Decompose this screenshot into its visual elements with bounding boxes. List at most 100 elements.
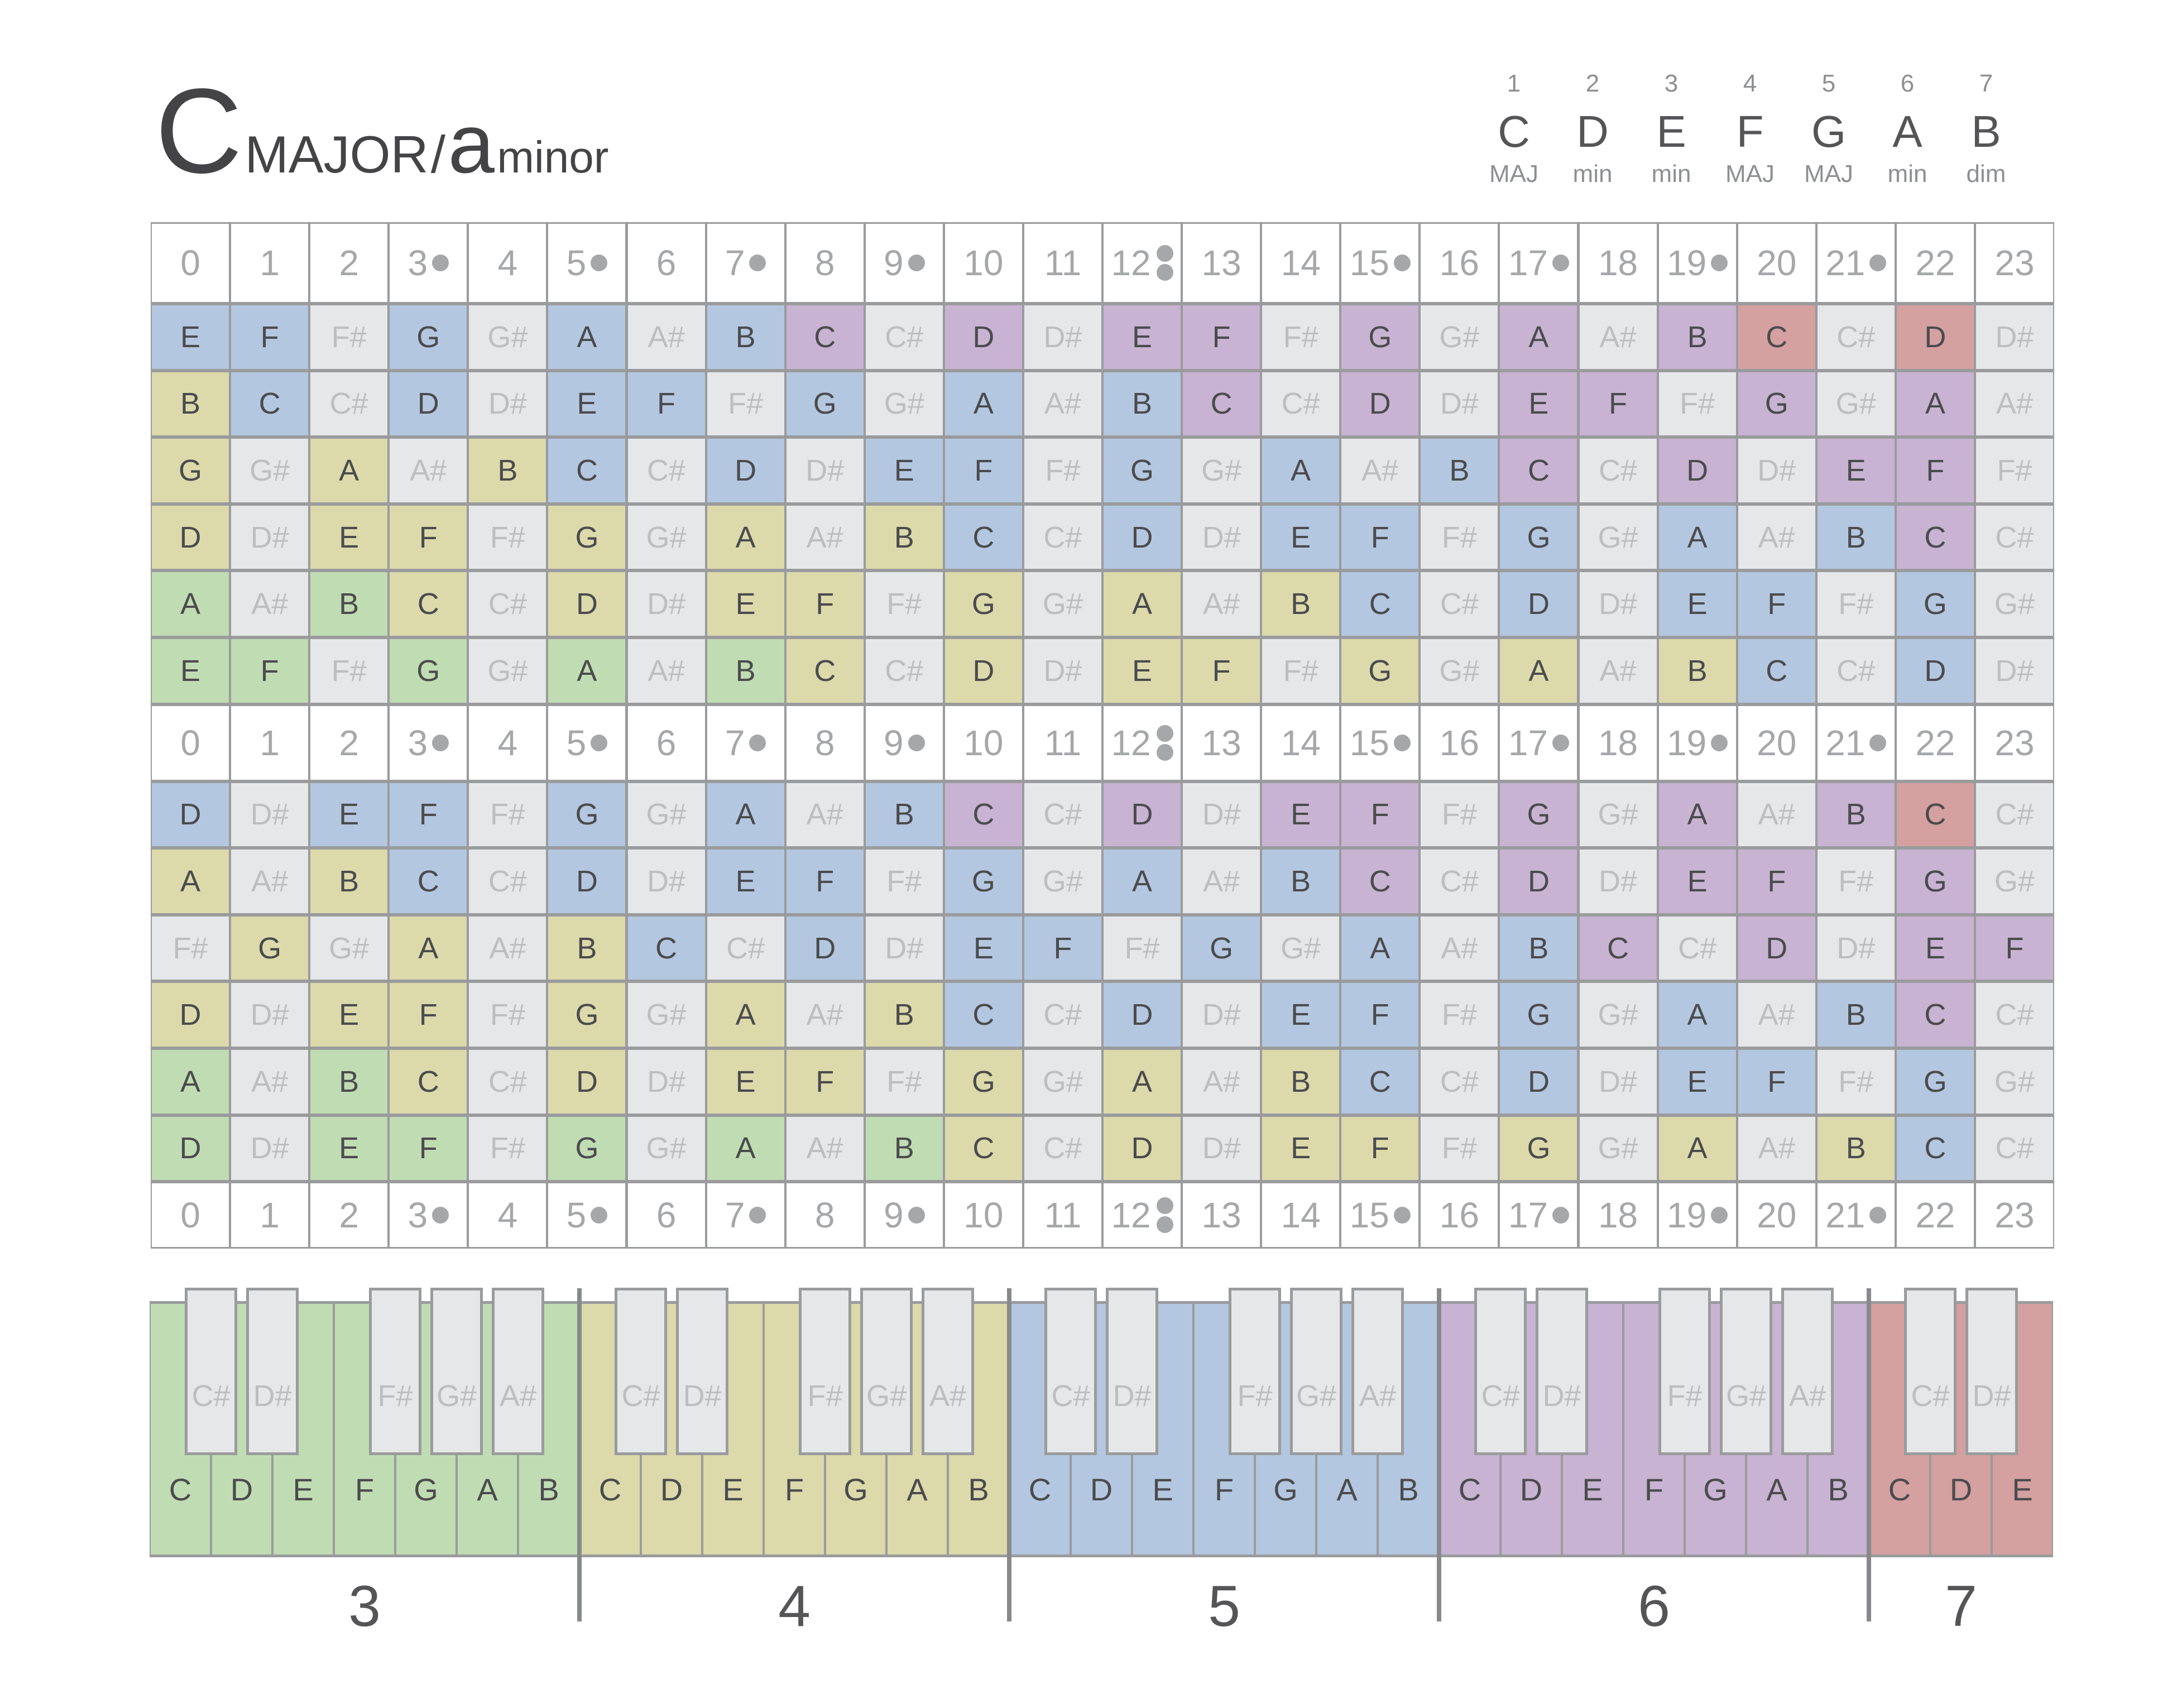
fret-number: 16: [1439, 243, 1479, 283]
black-key[interactable]: C#: [1474, 1288, 1527, 1455]
fret-number-cell: 13: [1183, 224, 1260, 302]
black-key[interactable]: A#: [1781, 1288, 1834, 1455]
note-cell: B: [1104, 372, 1181, 436]
note-cell: A: [1104, 572, 1181, 636]
black-key[interactable]: C#: [1044, 1288, 1097, 1455]
note-cell: D: [152, 983, 229, 1047]
black-key[interactable]: G#: [1720, 1288, 1772, 1455]
note-cell: E: [707, 572, 784, 636]
note-cell: G: [1500, 983, 1577, 1047]
black-key[interactable]: C#: [1904, 1288, 1957, 1455]
title-separator: /: [430, 125, 446, 184]
black-key[interactable]: D#: [676, 1288, 728, 1455]
black-key[interactable]: G#: [860, 1288, 913, 1455]
note-cell: C#: [310, 372, 388, 436]
black-key[interactable]: F#: [1658, 1288, 1711, 1455]
fret-number: 17: [1508, 722, 1548, 763]
fret-number: 15: [1349, 722, 1389, 763]
note-cell: C: [1341, 572, 1419, 636]
minor-label: minor: [497, 132, 609, 182]
black-key[interactable]: D#: [1536, 1288, 1588, 1455]
black-key[interactable]: A#: [1351, 1288, 1404, 1455]
fret-number-cell: 11: [1024, 706, 1101, 780]
black-key[interactable]: G#: [430, 1288, 483, 1455]
note-cell: A: [1658, 783, 1736, 847]
key-title: C MAJOR / a minor: [155, 70, 608, 191]
black-key[interactable]: F#: [1229, 1288, 1281, 1455]
note-cell: F#: [1421, 783, 1498, 847]
note-cell: C#: [1262, 372, 1340, 436]
fret-number: 13: [1201, 1195, 1241, 1236]
note-cell: C#: [1975, 505, 2053, 569]
note-cell: F#: [1421, 1116, 1498, 1181]
note-cell: C: [627, 916, 705, 980]
note-cell: D#: [1183, 983, 1260, 1047]
note-cell: D#: [1421, 372, 1498, 436]
minor-key: a: [448, 97, 495, 190]
fret-number-cell: 11: [1024, 224, 1101, 302]
note-cell: B: [1262, 572, 1340, 636]
note-cell: F#: [1104, 916, 1181, 980]
fret-marker-dot-icon: [1156, 1197, 1173, 1215]
black-key[interactable]: A#: [922, 1288, 974, 1455]
note-cell: A#: [1183, 1050, 1260, 1114]
fret-number-cell: 22: [1896, 706, 1974, 780]
note-cell: A#: [786, 783, 864, 847]
note-cell: A#: [786, 1116, 864, 1181]
note-cell: F#: [707, 372, 784, 436]
note-cell: C: [944, 1116, 1022, 1181]
note-cell: B: [1817, 783, 1895, 847]
fret-number: 21: [1825, 722, 1866, 763]
black-key[interactable]: D#: [1106, 1288, 1158, 1455]
note-cell: B: [310, 1050, 388, 1114]
fret-number-cell: 5: [548, 706, 626, 780]
fret-number: 12: [1111, 243, 1151, 283]
note-cell: C#: [1975, 983, 2053, 1047]
black-key[interactable]: F#: [799, 1288, 851, 1455]
fret-number-cell: 7: [707, 224, 784, 302]
black-key[interactable]: D#: [1965, 1288, 2018, 1455]
fret-number-cell: 21: [1817, 1183, 1895, 1247]
fret-marker-dot-icon: [1393, 1207, 1411, 1224]
fret-number-cell: 6: [627, 1183, 705, 1247]
note-cell: E: [1817, 439, 1895, 502]
fret-number-cell: 23: [1975, 706, 2053, 780]
note-cell: D#: [1024, 639, 1101, 703]
note-cell: D: [152, 1116, 229, 1181]
fret-number: 7: [725, 1195, 745, 1236]
note-cell: A#: [786, 505, 864, 569]
note-cell: A#: [1341, 439, 1419, 502]
fret-number: 1: [260, 1195, 280, 1236]
fret-marker-dot-icon: [1393, 255, 1411, 271]
fret-number: 2: [339, 243, 359, 283]
fret-number-cell: 6: [627, 706, 705, 780]
black-key[interactable]: D#: [246, 1288, 299, 1455]
fret-number-cell: 14: [1262, 706, 1340, 780]
note-cell: B: [707, 305, 784, 369]
note-cell: E: [1104, 639, 1181, 703]
fret-number-cell: 1: [231, 1183, 309, 1247]
black-key[interactable]: F#: [369, 1288, 421, 1455]
black-key[interactable]: C#: [615, 1288, 667, 1455]
note-cell: F: [1183, 639, 1260, 703]
fret-marker-dot-icon: [432, 1207, 449, 1224]
fret-number-cell: 15: [1341, 224, 1419, 302]
note-cell: G: [548, 1116, 626, 1181]
fret-number: 9: [883, 1195, 904, 1236]
note-cell: A: [1658, 983, 1736, 1047]
note-cell: D#: [469, 372, 546, 436]
black-key[interactable]: A#: [492, 1288, 544, 1455]
note-cell: D#: [1183, 1116, 1260, 1181]
note-cell: C#: [1975, 1116, 2053, 1181]
note-cell: C#: [1421, 572, 1498, 636]
note-cell: C: [1896, 983, 1974, 1047]
note-cell: D#: [1975, 639, 2053, 703]
black-key[interactable]: C#: [185, 1288, 237, 1455]
black-key[interactable]: G#: [1290, 1288, 1342, 1455]
fret-number: 14: [1281, 722, 1321, 763]
note-cell: C: [1896, 1116, 1974, 1181]
note-cell: B: [1500, 916, 1577, 980]
note-cell: G: [1183, 916, 1260, 980]
chord-root: B: [1971, 107, 2001, 156]
note-cell: D: [1500, 572, 1577, 636]
